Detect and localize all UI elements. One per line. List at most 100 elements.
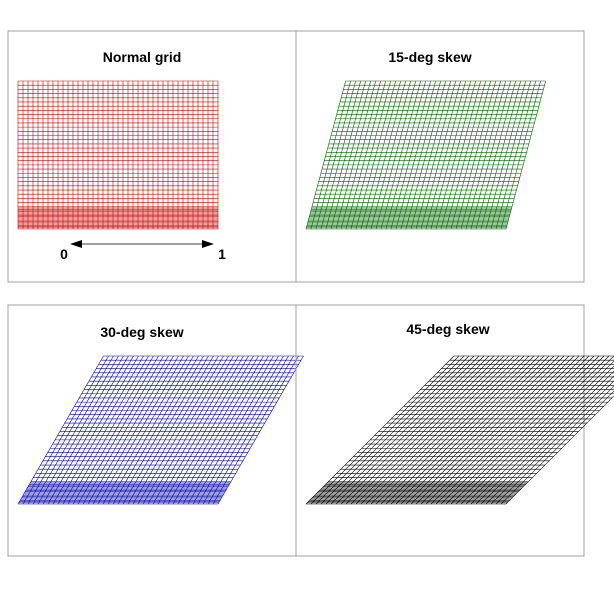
grid-line-vertical	[137, 355, 224, 505]
grid-line-vertical	[435, 80, 476, 230]
panel-15-deg-skew: 15-deg skew	[295, 30, 585, 283]
grid-line-vertical	[355, 80, 396, 230]
grid-line-vertical	[340, 355, 490, 505]
grid-line-vertical	[435, 355, 585, 505]
grid-line-vertical	[465, 80, 506, 230]
grid-line-vertical	[430, 80, 471, 230]
grid-line-vertical	[420, 355, 570, 505]
grid-line-vertical	[167, 355, 254, 505]
grid-line-vertical	[147, 355, 234, 505]
grid-line-vertical	[385, 80, 426, 230]
grid-line-vertical	[305, 80, 346, 230]
grid-line-vertical	[455, 355, 605, 505]
grid-line-vertical	[335, 355, 485, 505]
grid-line-vertical	[425, 80, 466, 230]
grid-line-vertical	[22, 355, 109, 505]
grid-line-vertical	[330, 80, 371, 230]
grid-line-vertical	[315, 80, 356, 230]
grid-line-vertical	[345, 80, 386, 230]
grid-line-vertical	[157, 355, 244, 505]
grid-line-vertical	[375, 80, 416, 230]
grid-line-vertical	[217, 355, 304, 505]
grid-line-vertical	[405, 80, 446, 230]
grid-line-vertical	[132, 355, 219, 505]
panel-title: Normal grid	[103, 49, 182, 65]
grid-line-vertical	[400, 355, 550, 505]
grid-line-vertical	[500, 390, 614, 505]
grid-mesh	[305, 80, 546, 230]
grid-line-vertical	[62, 355, 149, 505]
grid-line-vertical	[142, 355, 229, 505]
grid-line-vertical	[72, 355, 159, 505]
grid-line-vertical	[192, 355, 279, 505]
grid-line-vertical	[350, 80, 391, 230]
grid-line-vertical	[390, 80, 431, 230]
grid-line-vertical	[97, 355, 184, 505]
grid-line-vertical	[500, 80, 541, 230]
grid-line-vertical	[27, 355, 114, 505]
grid-line-vertical	[315, 355, 465, 505]
grid-line-vertical	[152, 355, 239, 505]
panel-border	[295, 30, 585, 283]
panel-border	[295, 304, 585, 557]
grid-line-vertical	[107, 355, 194, 505]
grid-line-vertical	[410, 80, 451, 230]
grid-mesh	[17, 355, 304, 505]
grid-line-vertical	[430, 355, 580, 505]
scale-end-label: 1	[218, 246, 226, 262]
grid-line-vertical	[395, 80, 436, 230]
grid-line-vertical	[385, 355, 535, 505]
scale-bar: 0 1	[60, 240, 226, 262]
grid-line-vertical	[310, 355, 460, 505]
grid-line-vertical	[375, 355, 525, 505]
grid-line-vertical	[340, 80, 381, 230]
grid-line-vertical	[445, 355, 595, 505]
grid-line-vertical	[370, 80, 411, 230]
panel-45-deg-skew: 45-deg skew	[295, 304, 614, 557]
grid-line-vertical	[122, 355, 209, 505]
grid-line-vertical	[360, 80, 401, 230]
grid-line-vertical	[82, 355, 169, 505]
grid-line-vertical	[465, 355, 614, 505]
grid-line-vertical	[335, 80, 376, 230]
grid-line-vertical	[350, 355, 500, 505]
panel-title: 15-deg skew	[388, 49, 471, 65]
grid-line-vertical	[395, 355, 545, 505]
scale-start-label: 0	[60, 246, 68, 262]
grid-line-vertical	[325, 80, 366, 230]
grid-line-vertical	[480, 370, 614, 505]
grid-line-vertical	[197, 355, 284, 505]
grid-line-vertical	[415, 355, 565, 505]
grid-mesh	[305, 355, 614, 505]
grid-line-vertical	[390, 355, 540, 505]
grid-line-vertical	[470, 360, 614, 505]
grid-line-vertical	[92, 355, 179, 505]
grid-line-vertical	[32, 355, 119, 505]
grid-line-vertical	[370, 355, 520, 505]
grid-line-vertical	[112, 355, 199, 505]
grid-line-vertical	[87, 355, 174, 505]
grid-line-vertical	[37, 355, 124, 505]
grid-line-vertical	[455, 80, 496, 230]
grid-line-vertical	[42, 355, 129, 505]
grid-line-vertical	[405, 355, 555, 505]
grid-line-vertical	[485, 375, 614, 505]
grid-line-vertical	[310, 80, 351, 230]
grid-mesh	[17, 80, 219, 230]
grid-line-vertical	[355, 355, 505, 505]
grid-line-vertical	[440, 80, 481, 230]
grid-line-vertical	[445, 80, 486, 230]
grid-line-vertical	[330, 355, 480, 505]
grid-line-vertical	[380, 355, 530, 505]
grid-line-vertical	[420, 80, 461, 230]
grid-line-vertical	[380, 80, 421, 230]
scale-arrow-left-icon	[70, 240, 82, 248]
grid-line-vertical	[320, 80, 361, 230]
scale-arrow-right-icon	[202, 240, 214, 248]
panel-title: 45-deg skew	[406, 321, 489, 337]
grid-line-vertical	[475, 365, 614, 505]
grid-line-vertical	[325, 355, 475, 505]
grid-line-vertical	[440, 355, 590, 505]
grid-line-vertical	[365, 355, 515, 505]
